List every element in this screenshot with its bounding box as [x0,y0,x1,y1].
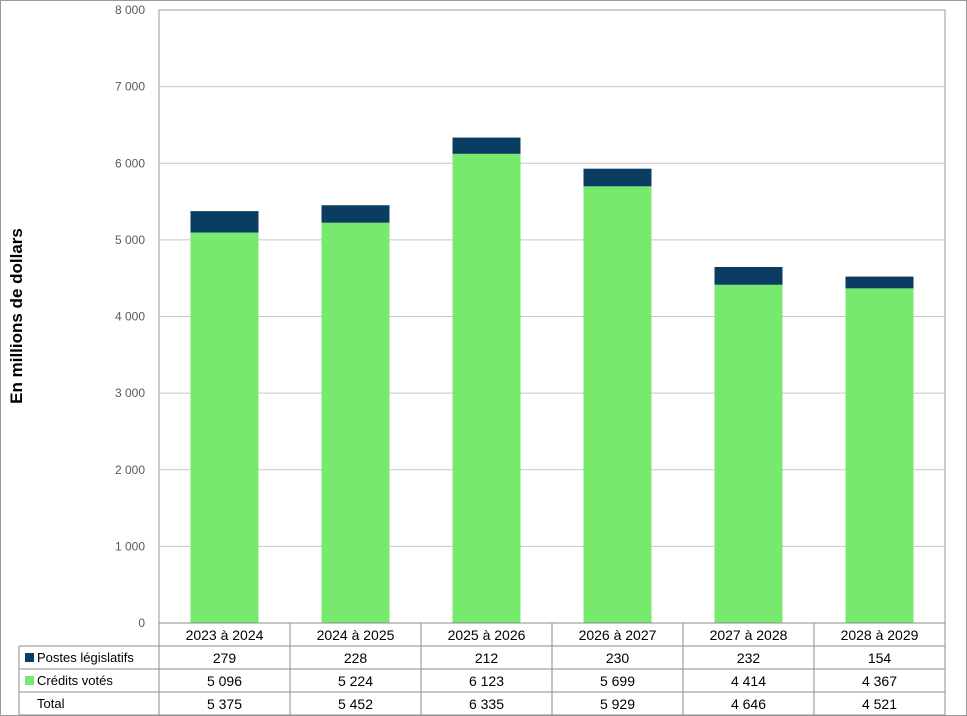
table-cell-value: 4 414 [731,673,766,689]
table-cell-value: 4 521 [862,696,897,712]
table-cell-value: 212 [475,650,499,666]
bar-credits-votes [714,284,783,623]
table-cell-value: 4 646 [731,696,766,712]
y-tick-label: 8 000 [115,3,145,17]
y-tick-label: 3 000 [115,386,145,400]
y-tick-label: 0 [138,616,145,630]
x-category-label: 2023 à 2024 [186,627,264,643]
bar-credits-votes [845,288,914,623]
x-category-label: 2024 à 2025 [317,627,395,643]
gridlines [158,9,946,624]
table-cell-value: 154 [868,650,892,666]
y-tick-label: 7 000 [115,80,145,94]
x-category-label: 2025 à 2026 [448,627,526,643]
x-category-label: 2027 à 2028 [710,627,788,643]
table-cell-value: 5 375 [207,696,242,712]
x-category-label: 2028 à 2029 [841,627,919,643]
table-cell-value: 5 096 [207,673,242,689]
table-cell-value: 6 123 [469,673,504,689]
bar-credits-votes [583,186,652,623]
bar-postes-legislatifs [714,267,783,285]
y-axis-label: En millions de dollars [7,228,26,404]
x-category-label: 2026 à 2027 [579,627,657,643]
table-cell-value: 5 929 [600,696,635,712]
table-row-label: Crédits votés [37,673,113,688]
y-tick-label: 1 000 [115,539,145,553]
y-tick-label: 4 000 [115,310,145,324]
bar-postes-legislatifs [583,168,652,187]
bar-postes-legislatifs [845,276,914,289]
bar-credits-votes [321,222,390,623]
table-cell-value: 232 [737,650,761,666]
bar-postes-legislatifs [452,137,521,154]
table-row-label: Total [37,696,65,711]
legend-swatch [25,676,34,685]
bar-postes-legislatifs [321,205,390,223]
table-cell-value: 4 367 [862,673,897,689]
table-cell-value: 228 [344,650,368,666]
table-cell-value: 5 452 [338,696,373,712]
bar-credits-votes [452,153,521,623]
y-tick-label: 2 000 [115,463,145,477]
table-cell-value: 5 224 [338,673,373,689]
y-tick-label: 5 000 [115,233,145,247]
bars [190,137,914,624]
data-table: 2023 à 2024 2024 à 2025 2025 à 2026 2026 à … [18,622,946,716]
bar-postes-legislatifs [190,211,259,233]
table-cell-value: 230 [606,650,630,666]
table-row-label: Postes législatifs [37,650,134,665]
y-axis-ticks: 0 1 000 2 000 3 000 4 000 5 000 6 000 7 000 8 00… [115,3,145,630]
y-tick-label: 6 000 [115,156,145,170]
bar-credits-votes [190,232,259,624]
legend-swatch [25,653,34,662]
table-cell-value: 5 699 [600,673,635,689]
table-cell-value: 6 335 [469,696,504,712]
table-cell-value: 279 [213,650,237,666]
